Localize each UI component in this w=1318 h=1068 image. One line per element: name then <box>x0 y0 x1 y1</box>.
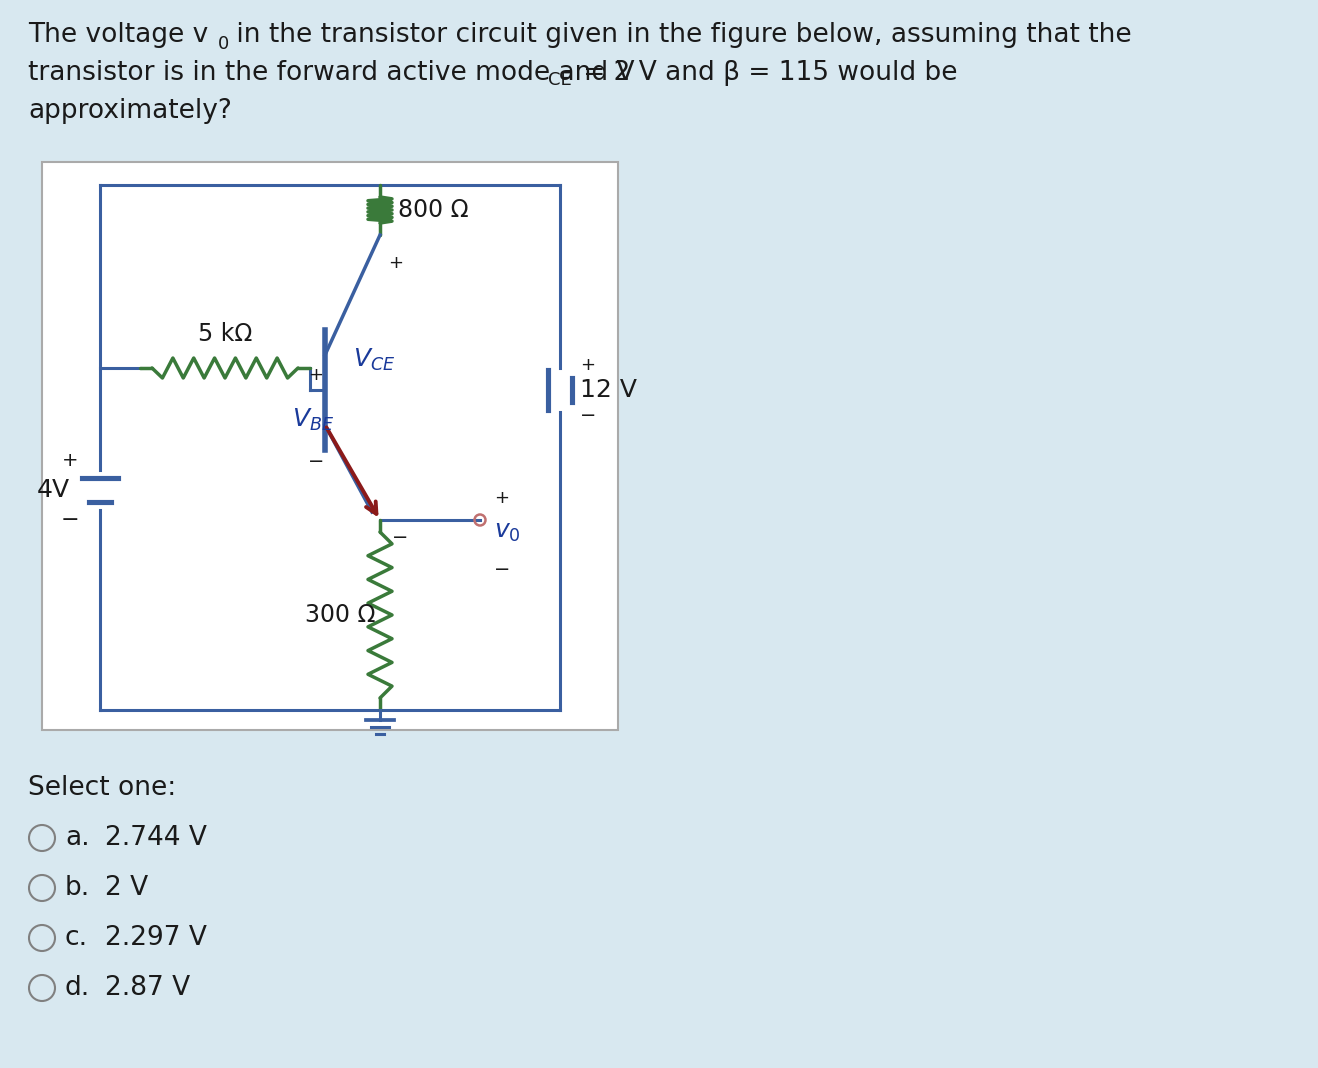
Text: 0: 0 <box>217 35 229 53</box>
Text: 12 V: 12 V <box>580 378 637 402</box>
Text: −: − <box>61 511 79 530</box>
Text: CE: CE <box>548 70 572 89</box>
Text: −: − <box>308 453 324 471</box>
Text: $V_{BE}$: $V_{BE}$ <box>293 407 335 434</box>
Text: Select one:: Select one: <box>28 775 177 801</box>
Text: 2.297 V: 2.297 V <box>105 925 207 951</box>
Text: 2 V: 2 V <box>105 875 148 901</box>
Text: b.: b. <box>65 875 90 901</box>
Text: +: + <box>580 356 594 374</box>
Text: $v_0$: $v_0$ <box>494 520 521 544</box>
Text: $V_{CE}$: $V_{CE}$ <box>353 347 395 373</box>
Text: +: + <box>387 254 403 272</box>
Text: +: + <box>494 489 509 507</box>
Text: approximately?: approximately? <box>28 98 232 124</box>
Text: in the transistor circuit given in the figure below, assuming that the: in the transistor circuit given in the f… <box>228 22 1132 48</box>
Text: The voltage v: The voltage v <box>28 22 208 48</box>
Text: 800 Ω: 800 Ω <box>398 198 469 222</box>
Text: 2.744 V: 2.744 V <box>105 824 207 851</box>
Text: = 2 V and β = 115 would be: = 2 V and β = 115 would be <box>579 60 957 87</box>
Text: −: − <box>580 406 596 424</box>
Text: −: − <box>391 529 409 548</box>
Text: a.: a. <box>65 824 90 851</box>
Text: 300 Ω: 300 Ω <box>304 603 376 627</box>
Text: +: + <box>62 451 78 470</box>
Text: +: + <box>308 366 323 384</box>
Text: −: − <box>494 561 510 580</box>
Text: c.: c. <box>65 925 88 951</box>
FancyBboxPatch shape <box>42 162 618 731</box>
Text: 5 kΩ: 5 kΩ <box>198 321 252 346</box>
Text: 4V: 4V <box>37 478 70 502</box>
Text: d.: d. <box>65 975 90 1001</box>
Text: transistor is in the forward active mode and V: transistor is in the forward active mode… <box>28 60 634 87</box>
Text: 2.87 V: 2.87 V <box>105 975 190 1001</box>
